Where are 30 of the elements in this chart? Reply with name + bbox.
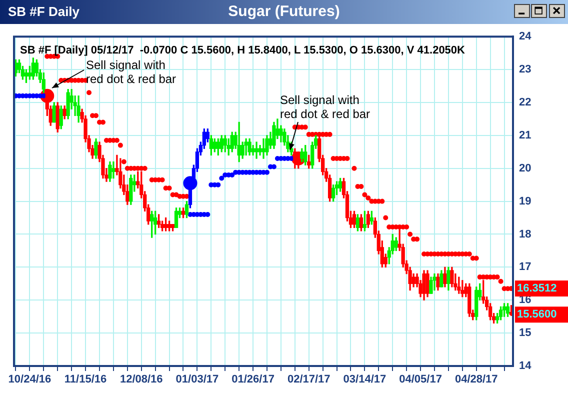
x-tick-label: 03/14/17 [343,374,386,386]
x-tick-label: 11/15/16 [64,374,107,386]
x-tick-label: 01/03/17 [176,374,219,386]
text: SB #F [Daily] 05/12/17 -0.0700 C 15.5600, H 15.8400, L 15.5300, O 15.6300, V 41.2050K [20,44,466,57]
y-tick-label: 17 [519,261,532,274]
annotation: Sell signal with red dot & red bar [280,93,372,121]
chart-title: Sugar (Futures) [228,3,340,20]
text: 16.3512 [517,282,557,295]
y-tick-label: 18 [519,228,532,240]
y-tick-label: 19 [519,195,532,208]
y-tick-label: 24 [519,30,532,43]
x-tick-label: 12/08/16 [120,374,163,386]
text: 15.5600 [517,308,557,321]
x-tick-label: 04/28/17 [454,374,498,386]
y-tick-label: 15 [519,327,532,340]
x-tick-label: 01/26/17 [232,374,274,386]
annotation: Sell signal with red dot & red bar [86,58,178,86]
text: SB #F Daily [8,4,80,19]
point [216,182,221,188]
x-tick-label: 04/05/17 [399,374,442,386]
y-tick-label: 14 [519,360,532,372]
x-tick-label: 02/17/17 [287,374,330,386]
y-tick-label: 20 [519,162,532,174]
y-tick-label: 21 [519,129,532,142]
y-tick-label: 23 [519,64,532,76]
x-tick-label: 10/24/16 [8,374,52,386]
point [205,212,210,217]
point [230,172,235,178]
y-tick-label: 22 [519,96,532,109]
point [219,176,224,181]
